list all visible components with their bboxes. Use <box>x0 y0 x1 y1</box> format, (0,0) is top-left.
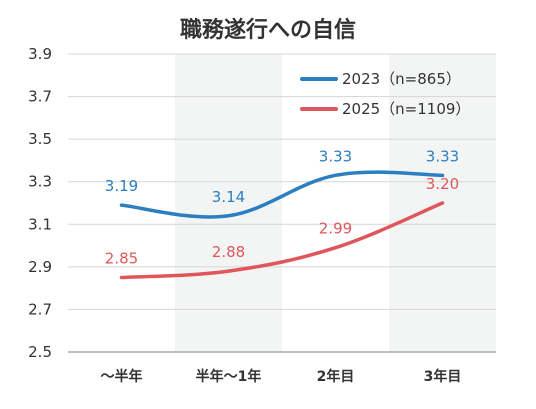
gridlines <box>68 53 496 353</box>
y-tick-label: 3.1 <box>28 215 52 233</box>
series-line-2 <box>119 201 445 280</box>
y-axis: 3.9 3.7 3.5 3.3 3.1 2.9 2.7 2.5 <box>28 45 52 361</box>
data-label: 3.20 <box>426 175 459 193</box>
x-axis: ～半年 半年～1年 2年目 3年目 <box>101 368 462 385</box>
data-label: 3.14 <box>212 188 245 206</box>
x-tick-label: 3年目 <box>424 368 462 385</box>
x-tick-label: ～半年 <box>101 368 143 385</box>
y-tick-label: 3.9 <box>28 45 52 63</box>
legend-label: 2025（n=1109） <box>342 100 470 118</box>
data-label: 2.88 <box>212 243 245 261</box>
y-tick-label: 2.7 <box>28 300 52 318</box>
y-tick-label: 2.9 <box>28 258 52 276</box>
data-label: 3.33 <box>426 147 459 165</box>
data-label: 2.85 <box>105 250 138 268</box>
x-tick-label: 半年～1年 <box>196 368 262 385</box>
y-tick-label: 3.3 <box>28 173 52 191</box>
legend: 2023（n=865） 2025（n=1109） <box>300 70 470 118</box>
y-tick-label: 3.5 <box>28 130 52 148</box>
data-labels: 3.19 3.14 3.33 3.33 2.85 2.88 2.99 3.20 <box>105 147 459 267</box>
chart-title: 職務遂行への自信 <box>180 17 356 43</box>
x-tick-label: 2年目 <box>317 368 355 385</box>
legend-label: 2023（n=865） <box>342 70 461 88</box>
series-lines <box>119 170 445 280</box>
data-label: 3.19 <box>105 177 138 195</box>
data-label: 3.33 <box>319 147 352 165</box>
y-tick-label: 2.5 <box>28 343 52 361</box>
data-label: 2.99 <box>319 220 352 238</box>
series-line-1 <box>119 170 445 219</box>
y-tick-label: 3.7 <box>28 88 52 106</box>
